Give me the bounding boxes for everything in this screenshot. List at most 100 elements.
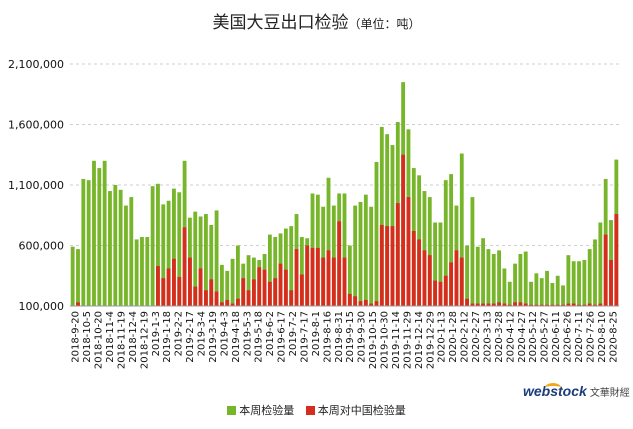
bar-china[interactable]	[486, 303, 491, 306]
bar-total[interactable]	[102, 160, 107, 306]
bar-china[interactable]	[598, 303, 603, 306]
bar-china[interactable]	[267, 281, 272, 306]
bar-china[interactable]	[166, 268, 171, 306]
bar-total[interactable]	[481, 238, 486, 306]
bar-total[interactable]	[507, 281, 512, 306]
bar-china[interactable]	[571, 303, 576, 306]
bar-total[interactable]	[598, 222, 603, 306]
bar-total[interactable]	[134, 239, 139, 306]
bar-china[interactable]	[379, 224, 384, 306]
bar-china[interactable]	[470, 303, 475, 306]
bar-china[interactable]	[422, 250, 427, 306]
bar-total[interactable]	[587, 249, 592, 306]
bar-china[interactable]	[161, 278, 166, 306]
bar-china[interactable]	[172, 258, 176, 306]
bar-china[interactable]	[475, 303, 480, 306]
bar-china[interactable]	[582, 304, 587, 306]
bar-china[interactable]	[315, 247, 320, 306]
bar-total[interactable]	[470, 197, 475, 306]
bar-china[interactable]	[342, 257, 347, 306]
bar-china[interactable]	[219, 302, 224, 306]
bar-total[interactable]	[342, 193, 347, 306]
bar-total[interactable]	[193, 211, 198, 306]
bar-china[interactable]	[321, 257, 326, 306]
bar-china[interactable]	[156, 266, 160, 306]
bar-china[interactable]	[497, 302, 501, 306]
bar-total[interactable]	[156, 183, 160, 306]
bar-total[interactable]	[545, 270, 549, 306]
bar-total[interactable]	[198, 216, 203, 306]
bar-total[interactable]	[497, 250, 501, 306]
bar-china[interactable]	[529, 304, 533, 306]
bar-china[interactable]	[214, 291, 219, 306]
bar-china[interactable]	[193, 286, 198, 306]
bar-china[interactable]	[395, 203, 400, 306]
bar-china[interactable]	[502, 303, 507, 306]
bar-total[interactable]	[379, 126, 384, 306]
bar-china[interactable]	[76, 302, 80, 306]
bar-total[interactable]	[203, 214, 208, 306]
bar-china[interactable]	[177, 276, 182, 306]
bar-china[interactable]	[262, 269, 267, 306]
bar-total[interactable]	[369, 206, 374, 306]
bar-china[interactable]	[257, 267, 262, 306]
bar-total[interactable]	[353, 205, 358, 306]
bar-china[interactable]	[363, 299, 368, 306]
bar-china[interactable]	[358, 301, 363, 306]
bar-china[interactable]	[491, 303, 496, 306]
bar-total[interactable]	[459, 153, 464, 306]
bar-china[interactable]	[593, 304, 597, 306]
bar-total[interactable]	[561, 285, 565, 306]
bar-china[interactable]	[241, 278, 246, 306]
bar-total[interactable]	[422, 191, 427, 306]
bar-total[interactable]	[577, 261, 581, 306]
bar-total[interactable]	[273, 237, 278, 306]
bar-total[interactable]	[571, 261, 576, 306]
bar-total[interactable]	[566, 255, 571, 306]
bar-total[interactable]	[118, 189, 123, 306]
bar-china[interactable]	[507, 304, 512, 306]
bar-china[interactable]	[555, 304, 560, 306]
bar-china[interactable]	[401, 154, 406, 306]
bar-china[interactable]	[406, 197, 411, 306]
bar-china[interactable]	[513, 302, 517, 306]
bar-china[interactable]	[459, 257, 464, 306]
bar-china[interactable]	[294, 249, 299, 306]
bar-china[interactable]	[609, 260, 613, 306]
bar-total[interactable]	[172, 188, 176, 306]
bar-total[interactable]	[491, 253, 496, 306]
bar-china[interactable]	[587, 303, 592, 306]
bar-total[interactable]	[113, 185, 118, 306]
bar-total[interactable]	[582, 260, 587, 306]
bar-total[interactable]	[475, 246, 480, 306]
bar-china[interactable]	[273, 278, 278, 306]
bar-total[interactable]	[502, 268, 507, 306]
bar-china[interactable]	[539, 304, 544, 306]
bar-china[interactable]	[433, 280, 438, 306]
bar-total[interactable]	[166, 200, 171, 306]
bar-total[interactable]	[443, 180, 448, 306]
bar-total[interactable]	[347, 245, 352, 307]
bar-total[interactable]	[150, 186, 155, 306]
bar-total[interactable]	[289, 226, 294, 306]
bar-total[interactable]	[555, 275, 560, 306]
bar-total[interactable]	[81, 178, 86, 306]
bar-china[interactable]	[390, 226, 395, 306]
bar-china[interactable]	[518, 302, 523, 306]
bar-total[interactable]	[92, 160, 96, 306]
bar-china[interactable]	[438, 281, 443, 306]
bar-china[interactable]	[427, 255, 432, 306]
bar-total[interactable]	[161, 204, 166, 306]
bar-total[interactable]	[219, 264, 224, 306]
bar-china[interactable]	[310, 247, 315, 306]
bar-china[interactable]	[283, 269, 288, 306]
bar-total[interactable]	[523, 251, 528, 306]
bar-china[interactable]	[203, 290, 208, 306]
bar-china[interactable]	[278, 263, 283, 306]
bar-china[interactable]	[331, 257, 336, 306]
bar-total[interactable]	[246, 255, 251, 306]
bar-china[interactable]	[353, 296, 358, 306]
legend-item-china[interactable]: 本周对中国检验量	[305, 402, 406, 418]
bar-total[interactable]	[321, 206, 326, 306]
bar-china[interactable]	[326, 250, 331, 306]
